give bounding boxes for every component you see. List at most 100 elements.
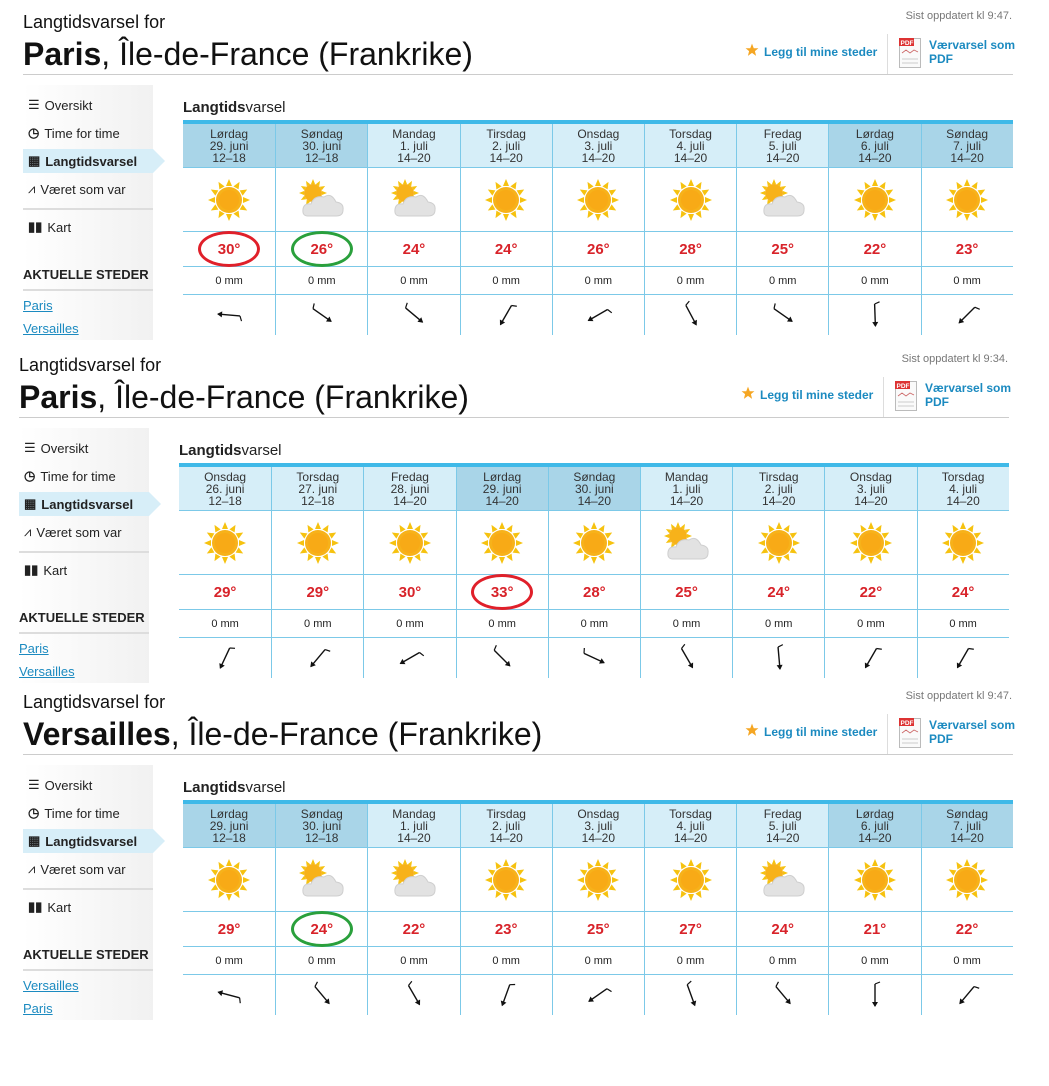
forecast-day-column[interactable]: Torsdag 4. juli 14–20 24° 0 mm <box>916 467 1009 678</box>
date: 1. juli <box>399 819 428 833</box>
forecast-day-column[interactable]: Tirsdag 2. juli 14–20 24° 0 mm <box>732 467 825 678</box>
temperature-cell: 22° <box>825 575 917 610</box>
list-icon: ☰ <box>28 777 40 792</box>
temperature-cell: 24° <box>368 232 460 267</box>
sidebar-item-langtidsvarsel[interactable]: ▦ Langtidsvarsel <box>23 149 165 173</box>
forecast-day-column[interactable]: Søndag 30. juni 12–18 24° 0 mm <box>275 804 368 1015</box>
sidebar-item-oversikt[interactable]: ☰ Oversikt <box>28 97 92 113</box>
sidebar-item-label: Oversikt <box>40 440 89 456</box>
temperature-cell: 26° <box>552 232 644 267</box>
day-header: Onsdag 3. juli 14–20 <box>552 804 644 848</box>
sidebar-item-label: Langtidsvarsel <box>41 496 134 512</box>
forecast-day-column[interactable]: Søndag 30. juni 14–20 28° 0 mm <box>547 467 640 678</box>
pdf-label-line2: PDF <box>929 732 953 746</box>
forecast-day-column[interactable]: Onsdag 26. juni 12–18 29° 0 mm <box>179 467 272 678</box>
day-header: Lørdag 29. juni 12–18 <box>183 124 276 168</box>
forecast-day-column[interactable]: Tirsdag 2. juli 14–20 23° 0 mm <box>459 804 552 1015</box>
forecast-day-column[interactable]: Fredag 5. juli 14–20 24° 0 mm <box>736 804 829 1015</box>
temperature-cell: 22° <box>368 912 460 947</box>
temperature-cell: 24° <box>917 575 1009 610</box>
place-link[interactable]: Paris <box>23 1001 53 1016</box>
forecast-day-column[interactable]: Onsdag 3. juli 14–20 25° 0 mm <box>551 804 644 1015</box>
date: 5. juli <box>768 139 797 153</box>
forecast-day-column[interactable]: Lørdag 6. juli 14–20 22° 0 mm <box>828 124 921 335</box>
date: 26. juni <box>205 482 245 496</box>
sun-icon <box>921 848 1013 912</box>
forecast-panel: Langtidsvarsel for Paris, Île-de-France … <box>0 0 1020 340</box>
sidebar-item-langtidsvarsel[interactable]: ▦ Langtidsvarsel <box>23 829 165 853</box>
updated-time: 9:47. <box>987 10 1012 22</box>
precipitation: 0 mm <box>644 267 737 295</box>
place-link[interactable]: Versailles <box>23 321 79 336</box>
sidebar-item-vaeret-som-var[interactable]: ⩘ Været som var <box>24 524 122 540</box>
forecast-day-column[interactable]: Fredag 28. juni 14–20 30° 0 mm <box>363 467 456 678</box>
temperature-cell: 33° <box>456 574 548 610</box>
section-title-bold: Langtids <box>183 779 246 796</box>
wind-arrow-icon <box>645 295 736 335</box>
temperature: 28° <box>679 240 702 258</box>
divider <box>23 289 153 291</box>
forecast-day-column[interactable]: Lørdag 29. juni 12–18 29° 0 mm <box>183 804 276 1015</box>
forecast-day-column[interactable]: Torsdag 4. juli 14–20 28° 0 mm <box>643 124 737 335</box>
weekday: Torsdag <box>941 470 985 484</box>
precipitation: 0 mm <box>276 947 368 975</box>
sidebar-item-vaeret-som-var[interactable]: ⩘ Været som var <box>28 861 126 877</box>
pdf-forecast-link[interactable]: PDF Værvarsel som PDF <box>899 38 1015 71</box>
place-link[interactable]: Paris <box>19 641 49 656</box>
forecast-day-column[interactable]: Lørdag 29. juni 12–18 30° 0 mm <box>183 124 276 335</box>
sidebar-item-label: Været som var <box>40 861 126 877</box>
sidebar-item-oversikt[interactable]: ☰ Oversikt <box>28 777 92 793</box>
sidebar-item-kart[interactable]: ▮▮ Kart <box>28 219 71 235</box>
sidebar-item-kart[interactable]: ▮▮ Kart <box>28 899 71 915</box>
precipitation: 0 mm <box>921 947 1013 975</box>
forecast-day-column[interactable]: Fredag 5. juli 14–20 25° 0 mm <box>736 124 829 335</box>
forecast-day-column[interactable]: Mandag 1. juli 14–20 25° 0 mm <box>639 467 733 678</box>
add-to-my-places-label: Legg til mine steder <box>760 387 874 402</box>
sidebar-item-vaeret-som-var[interactable]: ⩘ Været som var <box>28 181 126 197</box>
sidebar: ☰ Oversikt ◷ Time for time ▦ Langtidsvarsel… <box>23 765 165 1020</box>
forecast-day-column[interactable]: Søndag 7. juli 14–20 22° 0 mm <box>920 804 1013 1015</box>
forecast-day-column[interactable]: Mandag 1. juli 14–20 22° 0 mm <box>367 804 460 1015</box>
forecast-day-column[interactable]: Lørdag 29. juni 14–20 33° 0 mm <box>455 467 548 678</box>
pdf-forecast-link[interactable]: PDF Værvarsel som PDF <box>895 381 1011 414</box>
divider <box>19 551 149 553</box>
red-highlight-circle <box>471 574 534 610</box>
sidebar: ☰ Oversikt ◷ Time for time ▦ Langtidsvarsel… <box>23 85 165 340</box>
day-header: Torsdag 4. juli 14–20 <box>644 124 737 168</box>
sidebar-item-time-for-time[interactable]: ◷ Time for time <box>28 125 120 141</box>
wind-arrow-icon <box>183 295 275 335</box>
time-period: 14–20 <box>858 831 892 845</box>
place-link[interactable]: Versailles <box>19 664 75 679</box>
place-link[interactable]: Versailles <box>23 978 79 993</box>
updated-label: Sist oppdatert kl <box>905 10 985 22</box>
pdf-forecast-link[interactable]: PDF Værvarsel som PDF <box>899 718 1015 751</box>
place-link[interactable]: Paris <box>23 298 53 313</box>
forecast-day-column[interactable]: Tirsdag 2. juli 14–20 24° 0 mm <box>459 124 552 335</box>
temperature: 29° <box>306 583 330 601</box>
sidebar-item-oversikt[interactable]: ☰ Oversikt <box>24 440 88 456</box>
temperature-cell: 30° <box>183 231 276 267</box>
add-to-my-places-link[interactable]: Legg til mine steder <box>745 43 877 60</box>
time-period: 14–20 <box>673 831 708 845</box>
temperature-cell: 22° <box>829 232 921 267</box>
sidebar-item-time-for-time[interactable]: ◷ Time for time <box>24 468 116 484</box>
sidebar-item-time-for-time[interactable]: ◷ Time for time <box>28 805 120 821</box>
forecast-day-column[interactable]: Torsdag 27. juni 12–18 29° 0 mm <box>271 467 364 678</box>
forecast-day-column[interactable]: Søndag 7. juli 14–20 23° 0 mm <box>920 124 1013 335</box>
add-to-my-places-link[interactable]: Legg til mine steder <box>741 386 873 403</box>
section-title-rest: varsel <box>245 779 286 796</box>
forecast-day-column[interactable]: Torsdag 4. juli 14–20 27° 0 mm <box>643 804 737 1015</box>
chart-icon: ⩘ <box>28 181 36 196</box>
forecast-day-column[interactable]: Lørdag 6. juli 14–20 21° 0 mm <box>828 804 921 1015</box>
precipitation: 0 mm <box>456 610 548 638</box>
sidebar-item-kart[interactable]: ▮▮ Kart <box>24 562 67 578</box>
temperature-cell: 23° <box>921 232 1013 267</box>
forecast-day-column[interactable]: Onsdag 3. juli 14–20 26° 0 mm <box>551 124 644 335</box>
forecast-day-column[interactable]: Mandag 1. juli 14–20 24° 0 mm <box>367 124 460 335</box>
precipitation: 0 mm <box>460 267 552 295</box>
forecast-day-column[interactable]: Onsdag 3. juli 14–20 22° 0 mm <box>824 467 917 678</box>
add-to-my-places-link[interactable]: Legg til mine steder <box>745 723 877 740</box>
forecast-day-column[interactable]: Søndag 30. juni 12–18 26° 0 mm <box>275 124 368 335</box>
wind-arrow-icon <box>922 975 1013 1015</box>
sidebar-item-langtidsvarsel[interactable]: ▦ Langtidsvarsel <box>19 492 161 516</box>
